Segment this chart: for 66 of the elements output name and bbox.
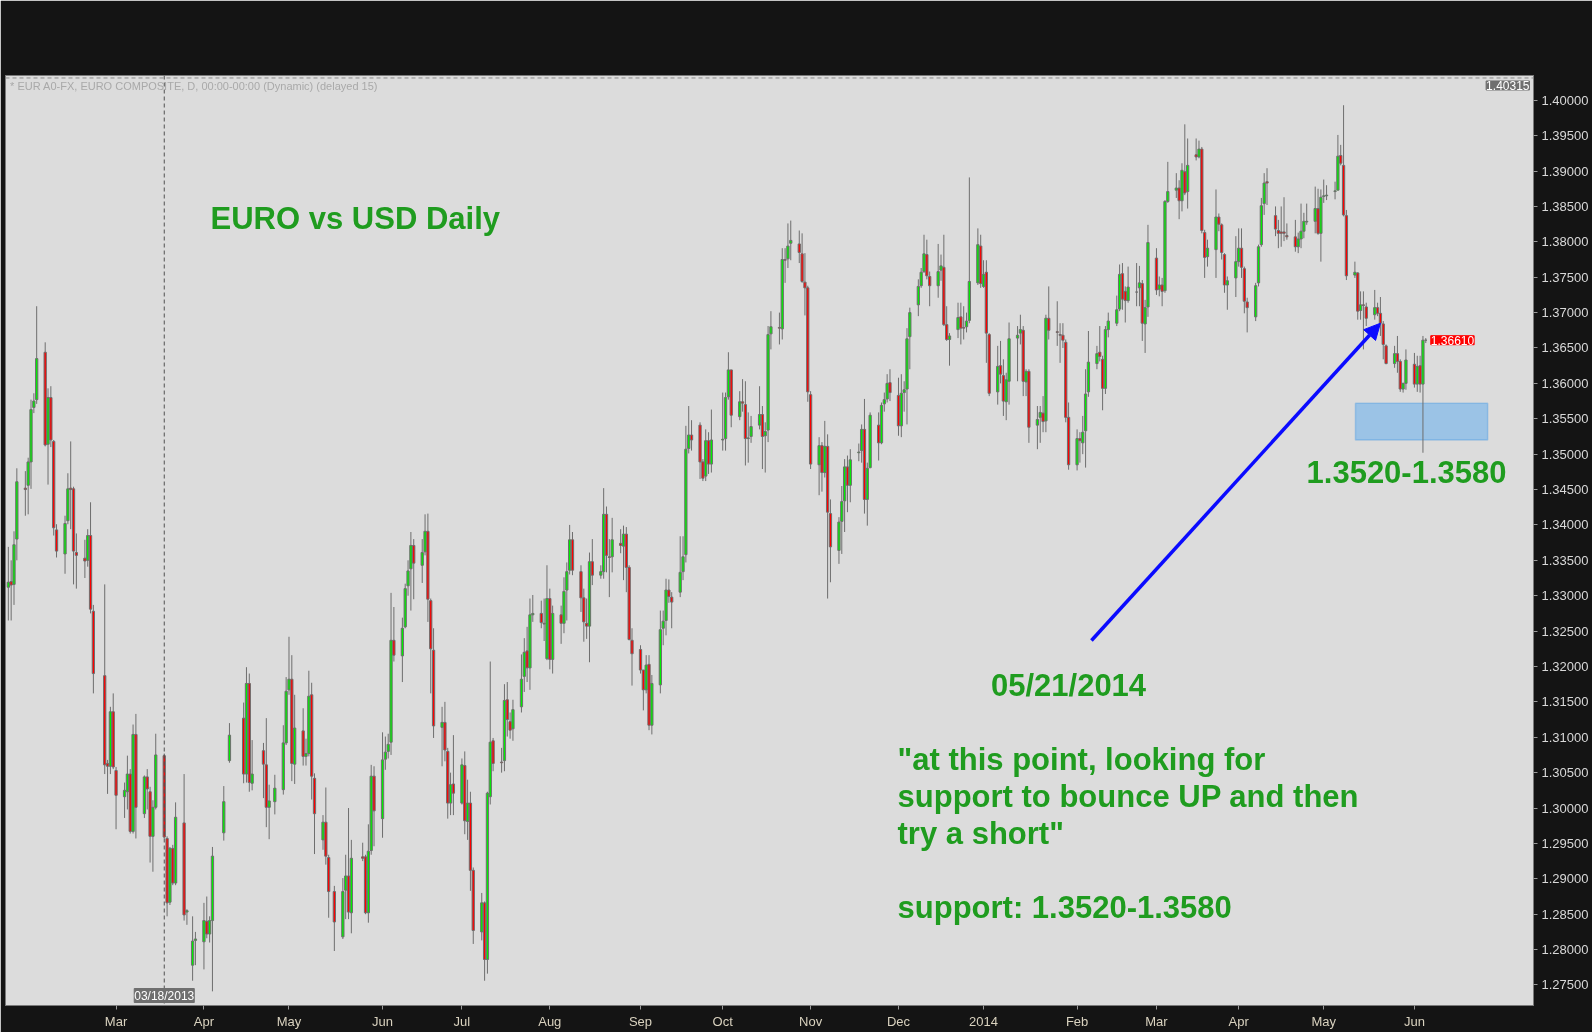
x-tick-label: Feb	[1065, 1013, 1089, 1029]
x-tick-label: 2014	[969, 1013, 998, 1029]
annotation: "at this point, looking for support to bounce UP and then try a short"	[897, 742, 1359, 852]
annotation: 05/21/2014	[990, 667, 1147, 703]
y-tick-label: 1.32000	[1541, 658, 1589, 674]
x-tick-label: Jun	[372, 1013, 394, 1029]
y-tick-label: 1.28000	[1541, 942, 1589, 958]
x-tick-label: Mar	[1145, 1013, 1169, 1029]
annotation: 1.36610	[1430, 333, 1475, 348]
candlestick	[619, 528, 623, 554]
band-label: 1.3520-1.3580	[1306, 455, 1507, 490]
candlestick	[511, 699, 515, 742]
y-tick-label: 1.38500	[1541, 198, 1589, 214]
x-tick-label: Sep	[628, 1013, 653, 1029]
y-tick-label: 1.32500	[1541, 623, 1589, 639]
candlestick	[440, 706, 444, 767]
y-tick-label: 1.28500	[1541, 906, 1589, 922]
candlestick	[1299, 203, 1303, 249]
candlestick	[301, 707, 305, 767]
candlestick	[936, 243, 940, 299]
x-tick-label: May	[1311, 1013, 1337, 1029]
x-tick-label: Jun	[1403, 1013, 1425, 1029]
candlestick	[959, 302, 963, 345]
y-tick-label: 1.27500	[1541, 977, 1589, 993]
x-tick-label: Mar	[104, 1013, 128, 1029]
x-tick-label: Oct	[712, 1013, 734, 1029]
y-tick-label: 1.30000	[1541, 800, 1589, 816]
candlestick	[273, 774, 277, 815]
text: EURO vs USD Daily	[210, 201, 501, 237]
candlestick	[1415, 355, 1419, 393]
y-tick-label: 1.36500	[1541, 340, 1589, 356]
y-tick-label: 1.38000	[1541, 234, 1589, 250]
y-tick-label: 1.33000	[1541, 588, 1589, 604]
candlestick	[962, 305, 966, 340]
candlestick	[409, 531, 413, 612]
y-tick-label: 1.35000	[1541, 446, 1589, 462]
candlestick	[1404, 348, 1408, 391]
annotation: support: 1.3520-1.3580	[897, 889, 1232, 925]
x-tick-label: Apr	[193, 1013, 215, 1029]
y-tick-label: 1.35500	[1541, 411, 1589, 427]
candlestick	[1075, 428, 1079, 471]
y-tick-label: 1.33500	[1541, 552, 1589, 568]
x-tick-label: Dec	[886, 1013, 911, 1029]
x-tick-label: Aug	[538, 1013, 562, 1029]
y-tick-label: 1.29500	[1541, 835, 1589, 851]
y-tick-label: 1.40000	[1541, 92, 1589, 108]
ref-line-label: 1.40315	[1486, 78, 1530, 93]
x-tick-label: May	[276, 1013, 302, 1029]
x-tick-label: Apr	[1228, 1013, 1250, 1029]
y-tick-label: 1.37000	[1541, 305, 1589, 321]
ref-line-label: 03/18/2013	[134, 988, 195, 1003]
x-tick-label: Nov	[799, 1013, 823, 1029]
y-tick-label: 1.30500	[1541, 765, 1589, 781]
y-tick-label: 1.34000	[1541, 517, 1589, 533]
y-tick-label: 1.39500	[1541, 128, 1589, 144]
x-tick-label: Jul	[453, 1013, 471, 1029]
candlestick	[1134, 262, 1139, 307]
candlestick	[888, 368, 892, 402]
y-tick-label: 1.31500	[1541, 694, 1589, 710]
y-tick-label: 1.34500	[1541, 482, 1589, 498]
y-tick-label: 1.31000	[1541, 729, 1589, 745]
candlestick	[678, 535, 682, 598]
y-tick-label: 1.29000	[1541, 871, 1589, 887]
y-tick-label: 1.37500	[1541, 269, 1589, 285]
y-tick-label: 1.39000	[1541, 163, 1589, 179]
y-tick-label: 1.36000	[1541, 375, 1589, 391]
